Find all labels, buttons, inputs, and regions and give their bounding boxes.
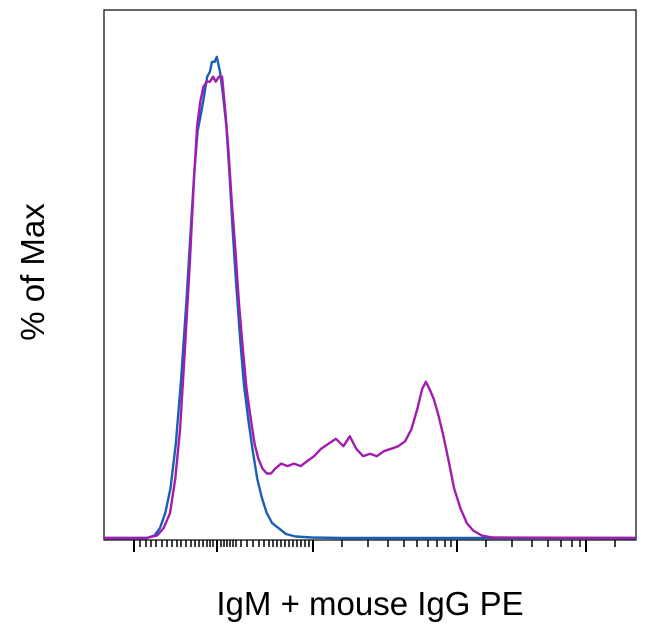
- histogram-series-2: [104, 75, 637, 540]
- plot-frame: [103, 9, 637, 541]
- x-axis-ticks: [133, 540, 616, 552]
- series-layer: [104, 55, 637, 540]
- x-axis-label: IgM + mouse IgG PE: [216, 585, 523, 622]
- y-axis-label: % of Max: [14, 203, 51, 341]
- histogram-series-1: [104, 55, 636, 540]
